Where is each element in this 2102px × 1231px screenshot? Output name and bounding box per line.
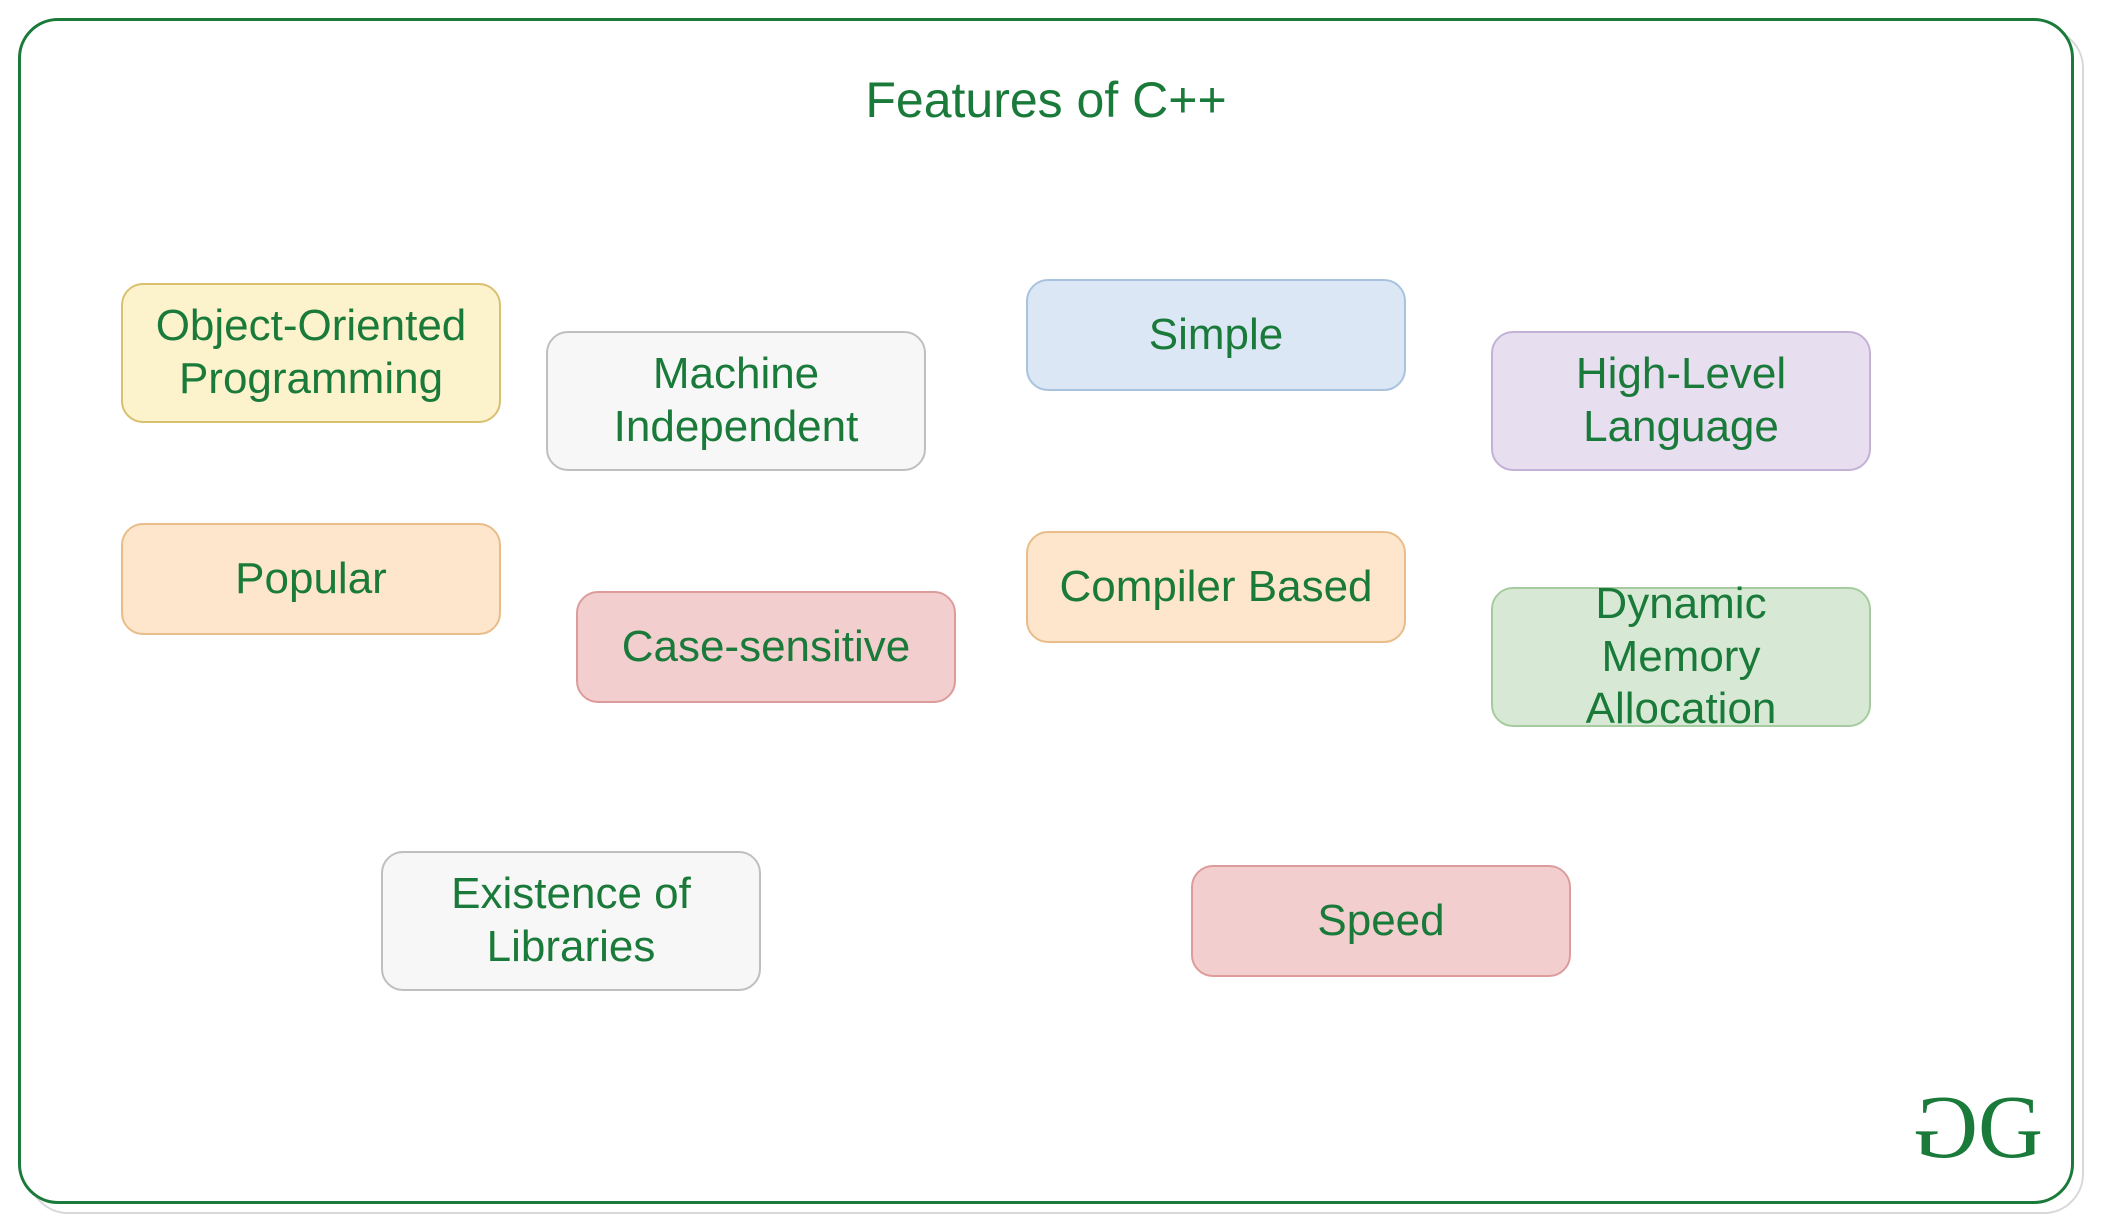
feature-box-dynamic-memory: Dynamic Memory Allocation xyxy=(1491,587,1871,727)
feature-box-speed: Speed xyxy=(1191,865,1571,977)
feature-label: High-Level Language xyxy=(1513,348,1849,454)
feature-box-case-sensitive: Case-sensitive xyxy=(576,591,956,703)
feature-box-libraries: Existence of Libraries xyxy=(381,851,761,991)
feature-label: Speed xyxy=(1317,895,1444,948)
feature-label: Machine Independent xyxy=(568,348,904,454)
feature-box-oop: Object-Oriented Programming xyxy=(121,283,501,423)
feature-label: Existence of Libraries xyxy=(403,868,739,974)
feature-label: Popular xyxy=(235,553,387,606)
feature-box-simple: Simple xyxy=(1026,279,1406,391)
feature-label: Simple xyxy=(1149,309,1284,362)
feature-box-popular: Popular xyxy=(121,523,501,635)
brand-logo: GG xyxy=(1925,1076,2031,1179)
feature-box-machine-independent: Machine Independent xyxy=(546,331,926,471)
feature-box-compiler-based: Compiler Based xyxy=(1026,531,1406,643)
feature-label: Object-Oriented Programming xyxy=(143,300,479,406)
feature-label: Dynamic Memory Allocation xyxy=(1513,578,1849,736)
feature-label: Case-sensitive xyxy=(622,621,911,674)
feature-box-high-level: High-Level Language xyxy=(1491,331,1871,471)
diagram-frame: Features of C++ Object-Oriented Programm… xyxy=(18,18,2074,1204)
feature-label: Compiler Based xyxy=(1059,561,1372,614)
diagram-title: Features of C++ xyxy=(21,71,2071,129)
